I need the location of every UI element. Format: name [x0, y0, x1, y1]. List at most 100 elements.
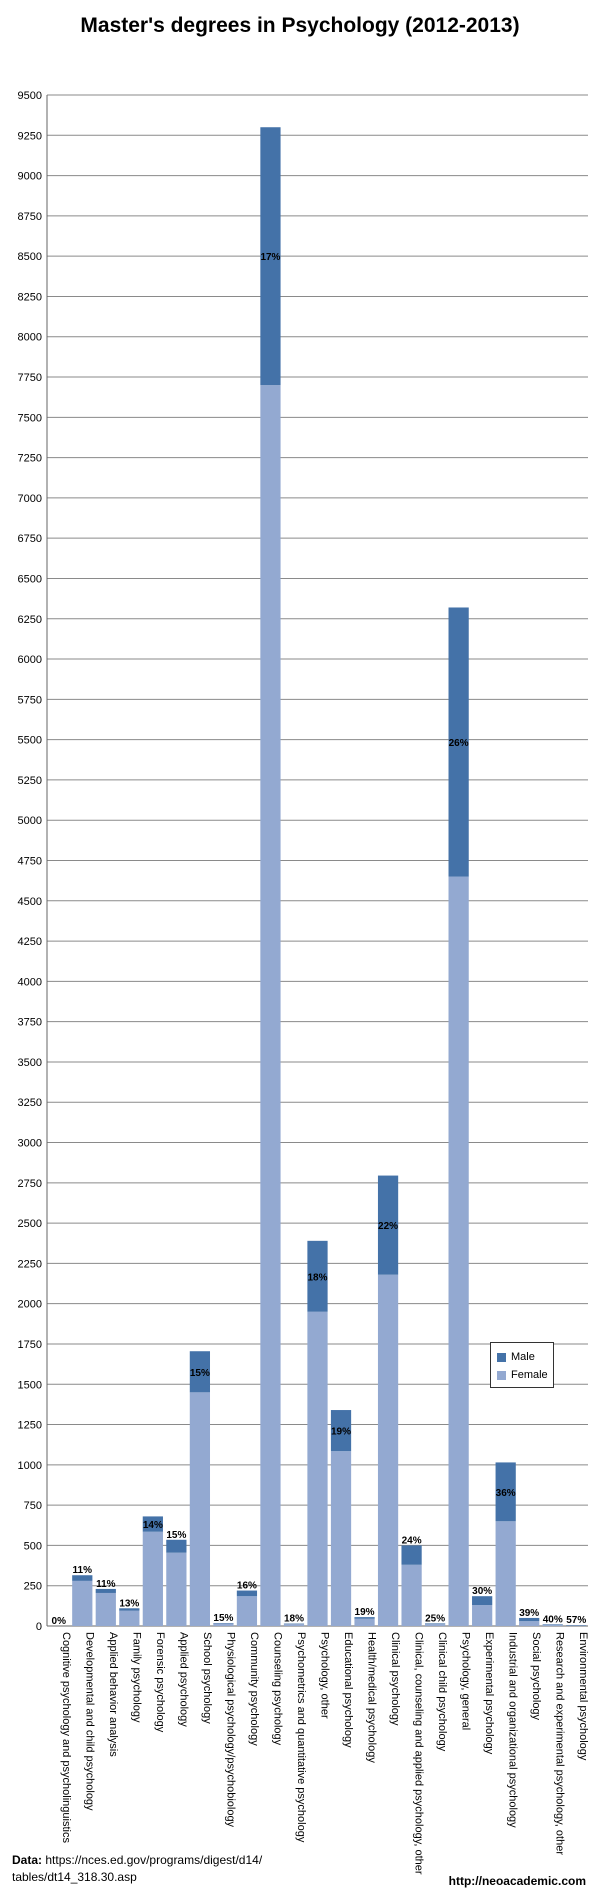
y-tick-label: 1750 — [18, 1339, 42, 1351]
data-label: 39% — [519, 1608, 539, 1619]
y-tick-label: 7250 — [18, 453, 42, 465]
bar-female — [495, 1521, 516, 1626]
y-tick-label: 6000 — [18, 654, 42, 666]
bar-male — [377, 1175, 399, 1275]
data-label: 0% — [52, 1616, 67, 1627]
data-source: Data: https://nces.ed.gov/programs/diges… — [12, 1852, 262, 1886]
data-label: 19% — [355, 1607, 375, 1618]
bar-female — [448, 876, 469, 1626]
bar-male — [189, 1351, 211, 1393]
x-tick-label: Psychometrics and quantitative psycholog… — [295, 1632, 307, 1843]
x-tick-label: Social psychology — [530, 1632, 542, 1721]
y-axis-ticks: 0 250 500 750 1000 1250 1500 1750 2000 2250 2500 27… — [18, 90, 42, 1633]
legend-swatch-male — [497, 1352, 506, 1362]
bar-female — [213, 1623, 234, 1626]
data-labels: 0%11%11%13%14%15%15%15%16%17%18%18%19%19… — [52, 252, 587, 1627]
bar-female — [166, 1552, 187, 1626]
y-tick-label: 4500 — [18, 896, 42, 908]
y-tick-label: 2250 — [18, 1258, 42, 1270]
y-tick-label: 5000 — [18, 815, 42, 827]
bar-female — [72, 1580, 93, 1626]
bar-female — [472, 1605, 493, 1626]
y-tick-label: 8500 — [18, 251, 42, 263]
x-tick-label: Applied psychology — [177, 1632, 189, 1727]
bar-male — [472, 1596, 493, 1606]
y-tick-label: 4750 — [18, 856, 42, 868]
bar-female — [542, 1625, 563, 1626]
y-tick-label: 8750 — [18, 211, 42, 223]
bar-male — [260, 127, 281, 386]
bars — [72, 127, 587, 1626]
data-source-label: Data: — [12, 1853, 43, 1867]
legend-item-female: Female — [497, 1369, 548, 1381]
bar-female — [260, 385, 281, 1626]
y-tick-label: 5500 — [18, 735, 42, 747]
y-tick-label: 3750 — [18, 1017, 42, 1029]
data-label: 30% — [472, 1586, 492, 1597]
y-tick-label: 2750 — [18, 1178, 42, 1190]
data-label: 11% — [96, 1579, 116, 1590]
x-tick-label: Counseling psychology — [271, 1632, 283, 1746]
bar-male — [119, 1608, 140, 1611]
x-tick-label: Forensic psychology — [154, 1632, 166, 1733]
data-source-url-line2[interactable]: tables/dt14_318.30.asp — [12, 1870, 137, 1884]
data-source-url-line1[interactable]: https://nces.ed.gov/programs/digest/d14/ — [45, 1853, 263, 1867]
bar-male — [142, 1516, 163, 1532]
bar-male — [307, 1240, 328, 1312]
x-tick-label: Applied behavior analysis — [107, 1632, 119, 1757]
y-tick-label: 8000 — [18, 332, 42, 344]
bar-male — [424, 1623, 446, 1625]
y-tick-label: 1250 — [18, 1420, 42, 1432]
bar-female — [377, 1274, 399, 1626]
bar-female — [424, 1624, 446, 1626]
y-tick-label: 6250 — [18, 614, 42, 626]
bar-male — [519, 1617, 540, 1622]
y-tick-label: 250 — [24, 1581, 42, 1593]
chart-title: Master's degrees in Psychology (2012-201… — [80, 14, 520, 37]
bar-female — [236, 1596, 258, 1626]
bar-male — [166, 1539, 187, 1553]
bar-female — [401, 1564, 422, 1626]
website-link[interactable]: http://neoacademic.com — [448, 1874, 586, 1888]
x-tick-label: Health/medical psychology — [366, 1632, 378, 1763]
y-tick-label: 0 — [36, 1621, 42, 1633]
y-tick-label: 9250 — [18, 130, 42, 142]
y-tick-label: 4250 — [18, 936, 42, 948]
bar-female — [142, 1531, 163, 1626]
bar-male — [330, 1410, 352, 1452]
bar-male — [95, 1588, 116, 1593]
y-tick-label: 3000 — [18, 1138, 42, 1150]
y-tick-label: 8250 — [18, 291, 42, 303]
x-tick-label: Psychology, other — [319, 1632, 331, 1719]
x-tick-label: Research and experimental psychology, ot… — [554, 1632, 566, 1855]
data-label: 18% — [307, 1272, 327, 1283]
bar-male — [72, 1575, 93, 1581]
bar-female — [95, 1592, 116, 1626]
data-label: 16% — [237, 1581, 257, 1592]
bar-female — [119, 1610, 140, 1626]
bar-female — [354, 1618, 375, 1626]
x-tick-label: Industrial and organizational psychology — [507, 1632, 519, 1828]
data-label: 26% — [449, 738, 469, 749]
data-label: 15% — [190, 1368, 210, 1379]
data-label: 11% — [73, 1565, 93, 1576]
data-label: 17% — [260, 252, 280, 263]
x-tick-label: Educational psychology — [342, 1632, 354, 1748]
data-label: 15% — [213, 1613, 233, 1624]
bar-male — [354, 1617, 375, 1619]
data-label: 15% — [166, 1530, 186, 1541]
y-tick-label: 1500 — [18, 1379, 42, 1391]
y-tick-label: 4000 — [18, 976, 42, 988]
x-tick-label: Community psychology — [248, 1632, 260, 1746]
y-tick-label: 500 — [24, 1540, 42, 1552]
y-tick-label: 7500 — [18, 412, 42, 424]
x-tick-label: Experimental psychology — [483, 1632, 495, 1755]
data-label: 36% — [496, 1488, 516, 1499]
x-tick-label: Cognitive psychology and psycholinguisti… — [60, 1632, 72, 1843]
y-tick-label: 6750 — [18, 533, 42, 545]
y-tick-label: 6500 — [18, 573, 42, 585]
x-tick-label: Clinical, counseling and applied psychol… — [413, 1632, 425, 1875]
y-tick-label: 3500 — [18, 1057, 42, 1069]
bar-female — [189, 1392, 211, 1626]
